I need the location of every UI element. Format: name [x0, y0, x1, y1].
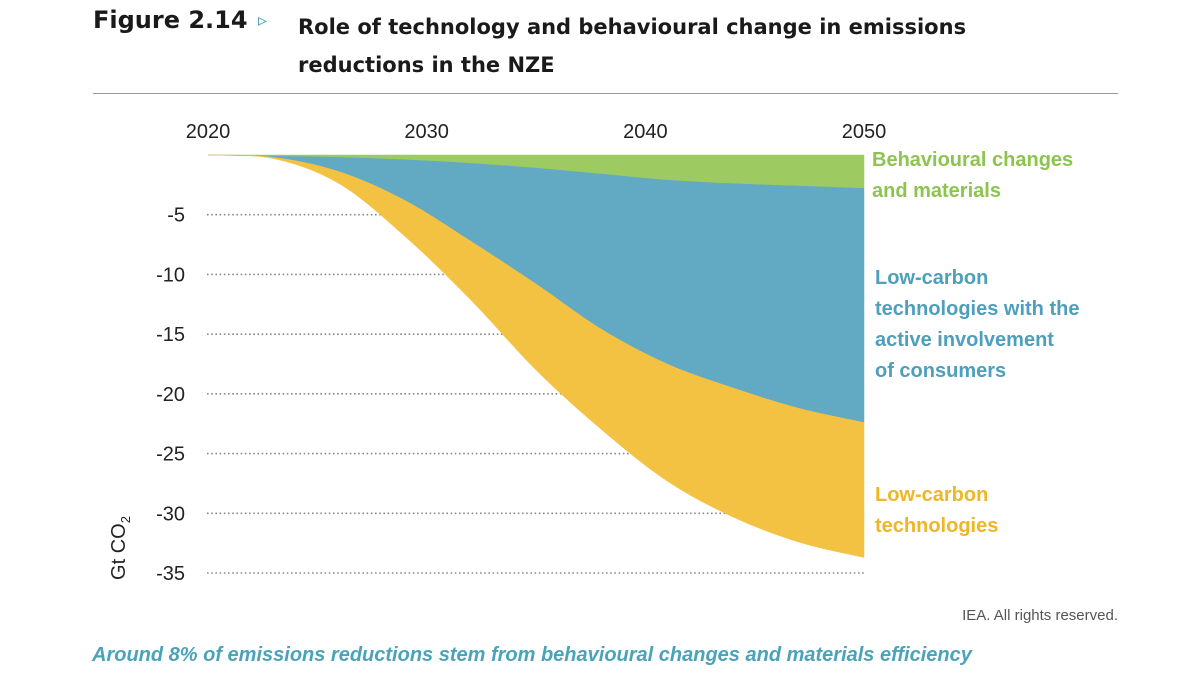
area-series: [207, 154, 865, 558]
figure-label: Figure 2.14: [93, 6, 248, 34]
figure-title: Role of technology and behavioural chang…: [298, 15, 967, 77]
x-tick-label: 2050: [842, 121, 887, 143]
series-label: Behavioural changes and materials: [872, 149, 1073, 202]
y-tick-label: -35: [156, 563, 185, 585]
figure-arrow-icon: ▹: [258, 10, 268, 30]
figure-caption: Around 8% of emissions reductions stem f…: [92, 644, 972, 666]
y-tick-label: -5: [167, 205, 185, 227]
y-tick-label: -30: [156, 503, 185, 525]
x-axis-ticks: 2020 2030 2040 2050: [186, 121, 887, 143]
y-tick-label: -15: [156, 324, 185, 346]
y-tick-label: -25: [156, 444, 185, 466]
x-tick-label: 2020: [186, 121, 231, 143]
series-label: Low-carbon technologies with the active in…: [875, 267, 1079, 382]
y-axis-label: Gt CO2: [108, 516, 133, 580]
title-divider: [93, 93, 1118, 94]
credit-text: IEA. All rights reserved.: [962, 607, 1118, 624]
x-tick-label: 2040: [623, 121, 668, 143]
x-tick-label: 2030: [404, 121, 449, 143]
y-tick-label: -20: [156, 384, 185, 406]
y-axis-ticks: -5 -10 -15 -20 -25 -30 -35: [156, 205, 185, 585]
series-label: Low-carbon technologies: [875, 484, 998, 537]
series-labels: Behavioural changes and materials Low-carb…: [872, 149, 1079, 537]
area-series-band: [207, 154, 865, 558]
y-tick-label: -10: [156, 264, 185, 286]
